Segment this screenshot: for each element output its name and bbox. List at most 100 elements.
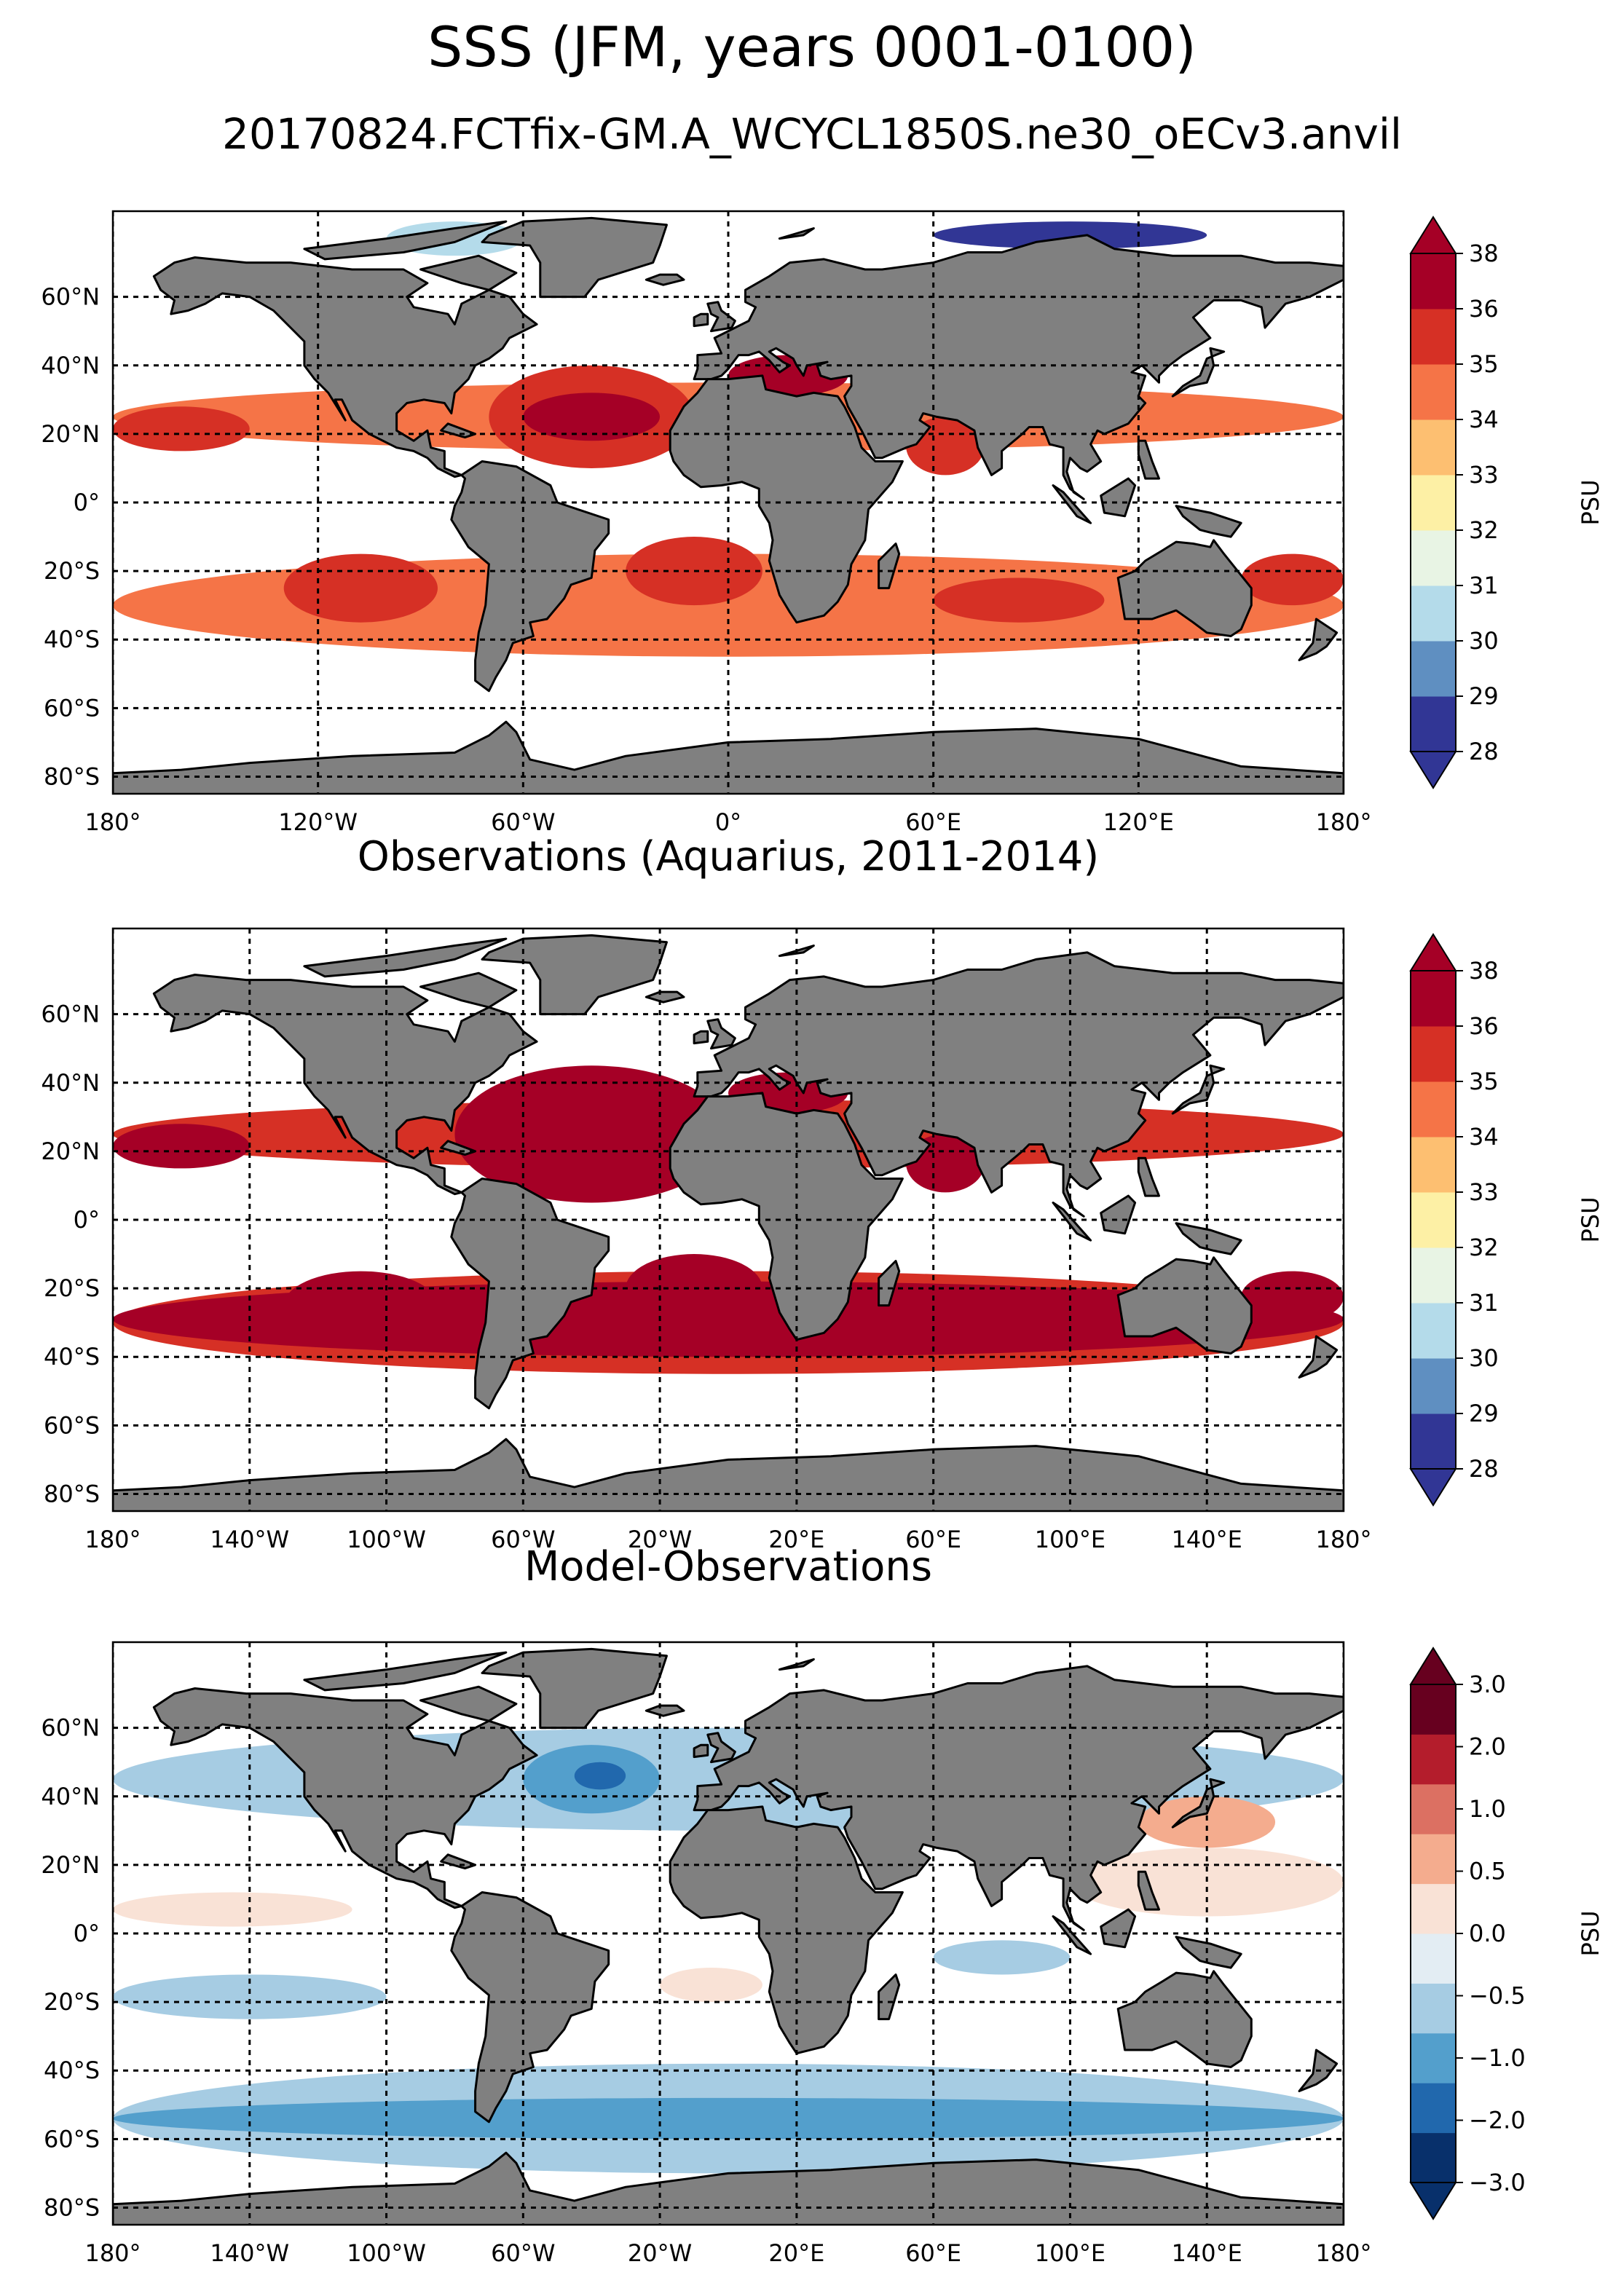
- map-area: [113, 1642, 1344, 2225]
- colorbar-segment: [1411, 696, 1456, 752]
- landmass-su: [1052, 484, 1092, 524]
- x-tick-label: 180°: [84, 2239, 141, 2267]
- colorbar-tick-label: 32: [1469, 516, 1499, 544]
- colorbar-tick-label: 32: [1469, 1234, 1499, 1261]
- x-tick-label: 20°E: [768, 1526, 824, 1553]
- landmass-ca: [303, 220, 508, 261]
- x-tick-label: 0°: [715, 808, 741, 836]
- difference-zone: [113, 1892, 352, 1927]
- landmass-ng: [1175, 1936, 1242, 1969]
- colorbar-segment: [1411, 1081, 1456, 1137]
- landmass-na: [152, 1687, 538, 1909]
- x-tick-label: 20°W: [628, 1526, 692, 1553]
- salinity-zone: [113, 406, 250, 452]
- colorbar-tick-label: 36: [1469, 295, 1499, 323]
- colorbar-tick-label: 30: [1469, 627, 1499, 655]
- landmass-gl: [481, 216, 668, 299]
- landmass-an: [113, 1438, 1344, 1511]
- colorbar-tick-label: 31: [1469, 572, 1499, 599]
- y-tick-label: 40°S: [44, 1343, 100, 1371]
- landmass-eu: [693, 951, 1344, 1218]
- colorbar-tick-label: 29: [1469, 1400, 1499, 1427]
- x-tick-label: 180°: [1315, 1526, 1371, 1553]
- landmass-ba: [419, 254, 518, 291]
- colorbar-segment: [1411, 1413, 1456, 1470]
- landmass-ph: [1137, 1870, 1160, 1911]
- colorbar-tick-label: 28: [1469, 1455, 1499, 1483]
- landmass-jp: [1171, 1778, 1226, 1829]
- colorbar-tick-label: 31: [1469, 1289, 1499, 1317]
- landmass-ph: [1137, 439, 1160, 480]
- landmass-ic: [645, 1704, 685, 1717]
- x-tick-label: 120°E: [1103, 808, 1174, 836]
- difference-zone: [113, 1974, 387, 2019]
- landmass-ic: [645, 990, 685, 1004]
- colorbar-segment: [1411, 1983, 1456, 2034]
- salinity-zone: [113, 1124, 250, 1169]
- colorbar-tick-label: 35: [1469, 350, 1499, 378]
- colorbar-label: PSU: [1577, 1196, 1604, 1242]
- colorbar-tick-label: 34: [1469, 1123, 1499, 1151]
- colorbar-min-extension: [1409, 751, 1457, 789]
- x-tick-label: 60°E: [905, 808, 961, 836]
- difference-zone: [113, 2097, 1344, 2140]
- x-tick-label: 140°E: [1172, 1526, 1242, 1553]
- salinity-zone: [1241, 553, 1344, 606]
- colorbar-frame: [1410, 253, 1457, 752]
- y-tick-label: 20°N: [41, 1137, 100, 1165]
- map-area: [113, 928, 1344, 1511]
- x-tick-label: 100°W: [347, 1526, 426, 1553]
- colorbar-segment: [1411, 1783, 1456, 1834]
- y-tick-label: 80°S: [44, 1480, 100, 1507]
- panel-model-sss: 180° 120°W 60°W 0° 60°E 120°E 180° 60°N 40°N 20°N…: [41, 210, 1604, 836]
- colorbar-segment: [1411, 2083, 1456, 2134]
- landmass-ca: [303, 937, 508, 978]
- y-tick-label: 40°S: [44, 626, 100, 653]
- colorbar-tick-label: 33: [1469, 1178, 1499, 1206]
- landmass-uk: [706, 301, 736, 333]
- x-tick-label: 100°E: [1035, 2239, 1105, 2267]
- x-tick-label: 140°E: [1172, 2239, 1242, 2267]
- y-tick-label: 20°N: [41, 420, 100, 448]
- colorbar: 28 29 30 31 32 33 34 35 36 38 PSU: [1409, 216, 1604, 789]
- y-tick-label: 0°: [74, 1206, 100, 1234]
- salinity-zone: [933, 577, 1105, 623]
- landmass-na: [152, 974, 538, 1196]
- colorbar-tick-label: 29: [1469, 682, 1499, 710]
- x-tick-label: 60°E: [905, 2239, 961, 2267]
- x-tick-label: 60°W: [491, 808, 555, 836]
- landmass-ie: [693, 1030, 709, 1045]
- colorbar-segment: [1411, 1247, 1456, 1304]
- landmass-uk: [706, 1018, 736, 1050]
- landmass-ca: [303, 1651, 508, 1692]
- colorbar-tick-label: 0.0: [1469, 1920, 1506, 1947]
- colorbar-segment: [1411, 364, 1456, 420]
- colorbar-segment: [1411, 419, 1456, 476]
- y-tick-label: 60°S: [44, 2125, 100, 2153]
- colorbar-tick-label: 35: [1469, 1068, 1499, 1095]
- x-tick-label: 180°: [1315, 2239, 1371, 2267]
- y-tick-label: 20°S: [44, 557, 100, 585]
- panel-model-minus-observations: 180° 140°W 100°W 60°W 20°W 20°E 60°E 100°E 140°E…: [41, 1543, 1604, 2267]
- landmass-ma: [440, 1853, 477, 1870]
- colorbar-segment: [1411, 1358, 1456, 1414]
- x-tick-label: 60°W: [491, 2239, 555, 2267]
- colorbar-segment: [1411, 585, 1456, 642]
- figure-title: SSS (JFM, years 0001-0100): [427, 15, 1197, 79]
- colorbar-segment: [1411, 1303, 1456, 1359]
- landmass-au: [1116, 539, 1253, 637]
- map-frame: [111, 927, 1345, 1513]
- y-tick-label: 40°N: [41, 1783, 100, 1810]
- y-tick-label: 60°N: [41, 1001, 100, 1028]
- colorbar-tick-label: 38: [1469, 240, 1499, 267]
- y-tick-label: 60°N: [41, 283, 100, 311]
- colorbar-segment: [1411, 1933, 1456, 1984]
- colorbar-tick-label: 3.0: [1469, 1671, 1506, 1698]
- colorbar-max-extension: [1409, 1647, 1457, 1685]
- landmass-ma: [440, 1140, 477, 1156]
- colorbar-tick-label: 36: [1469, 1012, 1499, 1040]
- x-tick-label: 140°W: [210, 2239, 289, 2267]
- landmass-ph: [1137, 1156, 1160, 1197]
- x-tick-label: 60°E: [905, 1526, 961, 1553]
- y-tick-label: 0°: [74, 489, 100, 516]
